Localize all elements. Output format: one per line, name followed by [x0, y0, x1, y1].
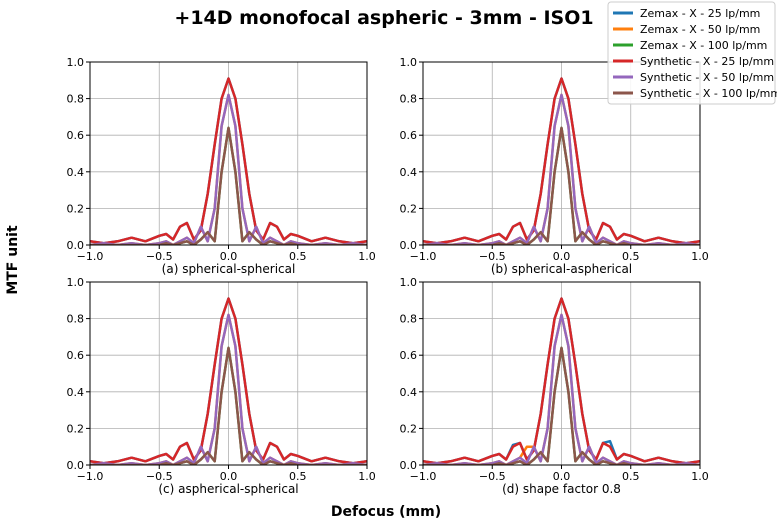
y-tick-label: 0.0	[67, 459, 85, 472]
x-tick-label: −0.5	[479, 250, 506, 263]
series-group	[423, 297, 700, 465]
y-tick-label: 0.6	[400, 349, 418, 362]
x-tick-label: −0.5	[146, 470, 173, 483]
x-tick-label: 0.5	[289, 250, 307, 263]
y-tick-label: 0.4	[400, 166, 418, 179]
series-group	[90, 77, 367, 245]
x-tick-label: 0.5	[289, 470, 307, 483]
x-tick-label: 1.0	[358, 250, 376, 263]
x-tick-label: −0.5	[479, 470, 506, 483]
series-line-5	[423, 93, 700, 245]
x-tick-label: 1.0	[358, 470, 376, 483]
series-group	[90, 297, 367, 465]
series-line-5	[423, 313, 700, 465]
y-tick-label: 0.4	[67, 386, 85, 399]
y-tick-label: 1.0	[400, 276, 418, 289]
subplot-4: −1.0 −0.5 0.0 0.5 1.0 0.0 0.2 0.4 0.6 0.8 1.0 (d) s…	[400, 276, 709, 496]
y-tick-label: 0.2	[67, 202, 85, 215]
y-tick-label: 1.0	[400, 56, 418, 69]
legend-entry-label: Synthetic - X - 25 lp/mm	[640, 55, 774, 68]
legend-entry-label: Zemax - X - 100 lp/mm	[640, 39, 767, 52]
y-tick-label: 0.4	[67, 166, 85, 179]
x-tick-label: 0.5	[622, 250, 640, 263]
y-tick-label: 0.0	[400, 239, 418, 252]
series-line-5	[90, 313, 367, 465]
subplot-1: −1.0 −0.5 0.0 0.5 1.0 0.0 0.2 0.4 0.6 0.8 1.0 (a) s…	[67, 56, 376, 276]
y-tick-label: 0.6	[400, 129, 418, 142]
legend-entry-label: Zemax - X - 25 lp/mm	[640, 7, 760, 20]
subplot-caption: (a) spherical-spherical	[162, 262, 296, 276]
x-tick-label: −1.0	[410, 470, 437, 483]
y-tick-label: 0.4	[400, 386, 418, 399]
y-tick-label: 1.0	[67, 56, 85, 69]
x-tick-label: 0.0	[220, 470, 238, 483]
legend-entry-label: Synthetic - X - 50 lp/mm	[640, 71, 774, 84]
legend: Zemax - X - 25 lp/mm Zemax - X - 50 lp/mm…	[607, 1, 777, 105]
series-group	[423, 77, 700, 245]
y-tick-label: 0.8	[67, 313, 85, 326]
x-tick-label: 0.0	[220, 250, 238, 263]
subplot-3: −1.0 −0.5 0.0 0.5 1.0 0.0 0.2 0.4 0.6 0.8 1.0 (c) a…	[67, 276, 376, 496]
subplot-caption: (b) spherical-aspherical	[491, 262, 632, 276]
series-line-4	[90, 297, 367, 465]
series-line-6	[423, 126, 700, 245]
series-line-4	[423, 77, 700, 245]
legend-entry-label: Zemax - X - 50 lp/mm	[640, 23, 760, 36]
series-line-5	[90, 93, 367, 245]
x-tick-label: −1.0	[410, 250, 437, 263]
subplot-grid: −1.0 −0.5 0.0 0.5 1.0 0.0 0.2 0.4 0.6 0.8 1.0 (a) s…	[67, 56, 709, 496]
series-line-6	[90, 346, 367, 465]
figure-title: +14D monofocal aspheric - 3mm - ISO1	[174, 7, 593, 29]
legend-entry-label: Synthetic - X - 100 lp/mm	[640, 87, 777, 100]
x-tick-label: −0.5	[146, 250, 173, 263]
y-tick-label: 0.0	[400, 459, 418, 472]
series-line-4	[90, 77, 367, 245]
y-tick-label: 0.8	[400, 313, 418, 326]
y-tick-label: 0.6	[67, 349, 85, 362]
y-axis-label: MTF unit	[5, 225, 21, 295]
series-line-6	[90, 126, 367, 245]
x-tick-label: −1.0	[77, 470, 104, 483]
y-tick-label: 0.0	[67, 239, 85, 252]
subplot-caption: (c) aspherical-spherical	[158, 482, 298, 496]
y-tick-label: 0.2	[400, 422, 418, 435]
x-axis-label: Defocus (mm)	[331, 504, 441, 520]
series-line-4	[423, 297, 700, 465]
y-tick-label: 0.8	[67, 93, 85, 106]
y-tick-label: 0.8	[400, 93, 418, 106]
x-tick-label: 1.0	[691, 470, 709, 483]
x-tick-label: 0.5	[622, 470, 640, 483]
x-tick-label: 0.0	[553, 250, 571, 263]
y-tick-label: 1.0	[67, 276, 85, 289]
y-tick-label: 0.2	[67, 422, 85, 435]
x-tick-label: 0.0	[553, 470, 571, 483]
x-tick-label: −1.0	[77, 250, 104, 263]
x-tick-label: 1.0	[691, 250, 709, 263]
series-line-6	[423, 346, 700, 465]
subplot-caption: (d) shape factor 0.8	[502, 482, 621, 496]
y-tick-label: 0.6	[67, 129, 85, 142]
legend-box	[607, 1, 776, 105]
y-tick-label: 0.2	[400, 202, 418, 215]
